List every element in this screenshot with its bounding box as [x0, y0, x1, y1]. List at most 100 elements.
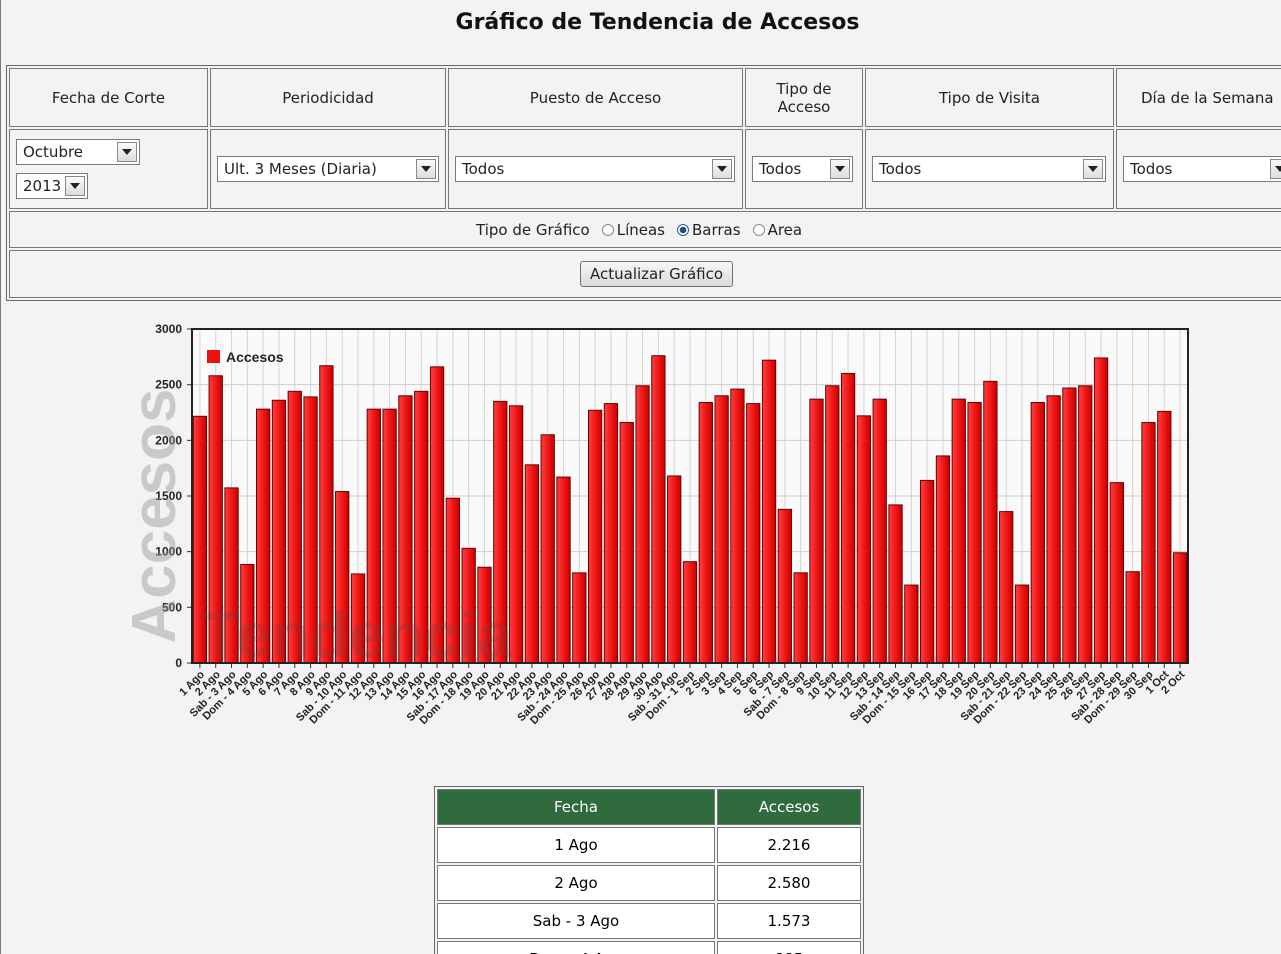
bar	[540, 434, 555, 664]
radio-button[interactable]	[752, 223, 765, 236]
bar	[1125, 571, 1140, 664]
bar	[761, 359, 777, 664]
bar	[967, 401, 982, 664]
bar	[730, 388, 745, 664]
bar	[840, 373, 856, 664]
filter-header: Tipo de Visita	[865, 68, 1114, 127]
column-header: Accesos	[717, 789, 861, 825]
chart-type-row: Tipo de Gráfico Líneas Barras Area	[9, 211, 1281, 248]
select-arrow	[1270, 159, 1281, 179]
table-cell: 1.573	[717, 903, 861, 939]
select-value: Todos	[462, 160, 505, 178]
select-arrow	[117, 142, 137, 162]
bar	[1078, 385, 1093, 664]
y-tick-label: 2500	[155, 378, 182, 392]
table-row: 1 Ago 2.216	[437, 827, 861, 863]
legend-swatch	[207, 350, 220, 363]
select-value: Todos	[759, 160, 802, 178]
filter-header: Día de la Semana	[1116, 68, 1281, 127]
table-cell: 2.216	[717, 827, 861, 863]
filter-header: Fecha de Corte	[9, 68, 208, 127]
bar	[983, 380, 998, 664]
bar	[1093, 357, 1109, 664]
bar	[809, 398, 824, 664]
bar	[746, 403, 761, 664]
bar	[1157, 410, 1172, 664]
y-tick-label: 2000	[155, 433, 182, 447]
bar	[1062, 387, 1077, 664]
bar	[888, 504, 903, 664]
y-tick-label: 1000	[155, 545, 182, 559]
select[interactable]: Todos	[1123, 156, 1281, 182]
table-header-row: Fecha Accesos	[437, 789, 861, 825]
bar	[1046, 395, 1061, 664]
y-axis-title: Accesos	[120, 388, 189, 643]
bar	[999, 511, 1014, 664]
bar	[698, 401, 713, 664]
filter-header: Periodicidad	[210, 68, 446, 127]
select-arrow	[65, 176, 85, 196]
select-arrow	[1083, 159, 1103, 179]
bar	[1030, 401, 1045, 664]
x-axis-title: Tendencia	[201, 599, 513, 671]
bar	[651, 355, 666, 664]
y-tick-label: 0	[175, 656, 182, 670]
select-arrow	[416, 159, 436, 179]
update-button[interactable]: Actualizar Gráfico	[580, 261, 734, 287]
bar	[572, 572, 587, 664]
bar	[619, 422, 634, 664]
radio-button[interactable]	[677, 223, 689, 236]
radio-button[interactable]	[601, 223, 614, 236]
bar	[793, 572, 808, 664]
bar	[825, 385, 840, 664]
bar	[682, 561, 698, 664]
select[interactable]: Todos	[752, 156, 853, 182]
bar	[667, 475, 682, 664]
plot-border	[191, 328, 1189, 664]
select-value: Todos	[1130, 160, 1173, 178]
table-cell: Dom - 4 Ago	[437, 941, 715, 954]
bar	[872, 398, 887, 664]
bar	[714, 395, 729, 664]
table-row: Sab - 3 Ago 1.573	[437, 903, 861, 939]
table-row: 2 Ago 2.580	[437, 865, 861, 901]
select[interactable]: Todos	[455, 156, 735, 182]
bar	[603, 403, 619, 664]
bar	[1172, 552, 1188, 664]
year-select[interactable]: 2013	[16, 173, 88, 199]
legend-label: Accesos	[226, 349, 284, 365]
table-cell: 1 Ago	[437, 827, 715, 863]
radio-label: Líneas	[616, 220, 665, 239]
bar	[904, 584, 919, 664]
filter-header: Puesto de Acceso	[448, 68, 743, 127]
bar	[1141, 422, 1156, 664]
radio-label: Barras	[692, 220, 741, 239]
select-arrow	[712, 159, 732, 179]
select-value: 2013	[23, 177, 62, 195]
select-value: Todos	[879, 160, 922, 178]
bar	[1014, 584, 1030, 664]
table-cell: 885	[717, 941, 861, 954]
bar	[524, 464, 540, 664]
bar	[856, 415, 872, 664]
select[interactable]: Todos	[872, 156, 1106, 182]
y-tick-label: 500	[162, 600, 182, 614]
bar	[920, 479, 935, 664]
filter-panel: Fecha de Corte Periodicidad Puesto de Ac…	[6, 65, 1281, 301]
y-tick-label: 3000	[155, 322, 182, 336]
select-value: Octubre	[23, 143, 84, 161]
radio-label: Area	[767, 220, 803, 239]
page-title: Gráfico de Tendencia de Accesos	[455, 10, 860, 35]
select[interactable]: Ult. 3 Meses (Diaria)	[217, 156, 439, 182]
bar	[588, 409, 603, 664]
month-select[interactable]: Octubre	[16, 139, 140, 165]
table-row: Dom - 4 Ago885	[437, 941, 861, 954]
bar	[951, 398, 966, 664]
bar	[777, 508, 792, 664]
bar	[1109, 482, 1124, 664]
filter-header: Tipo de Acceso	[745, 68, 863, 127]
y-tick-label: 1500	[155, 489, 182, 503]
table-cell: 2.580	[717, 865, 861, 901]
column-header: Fecha	[437, 789, 715, 825]
